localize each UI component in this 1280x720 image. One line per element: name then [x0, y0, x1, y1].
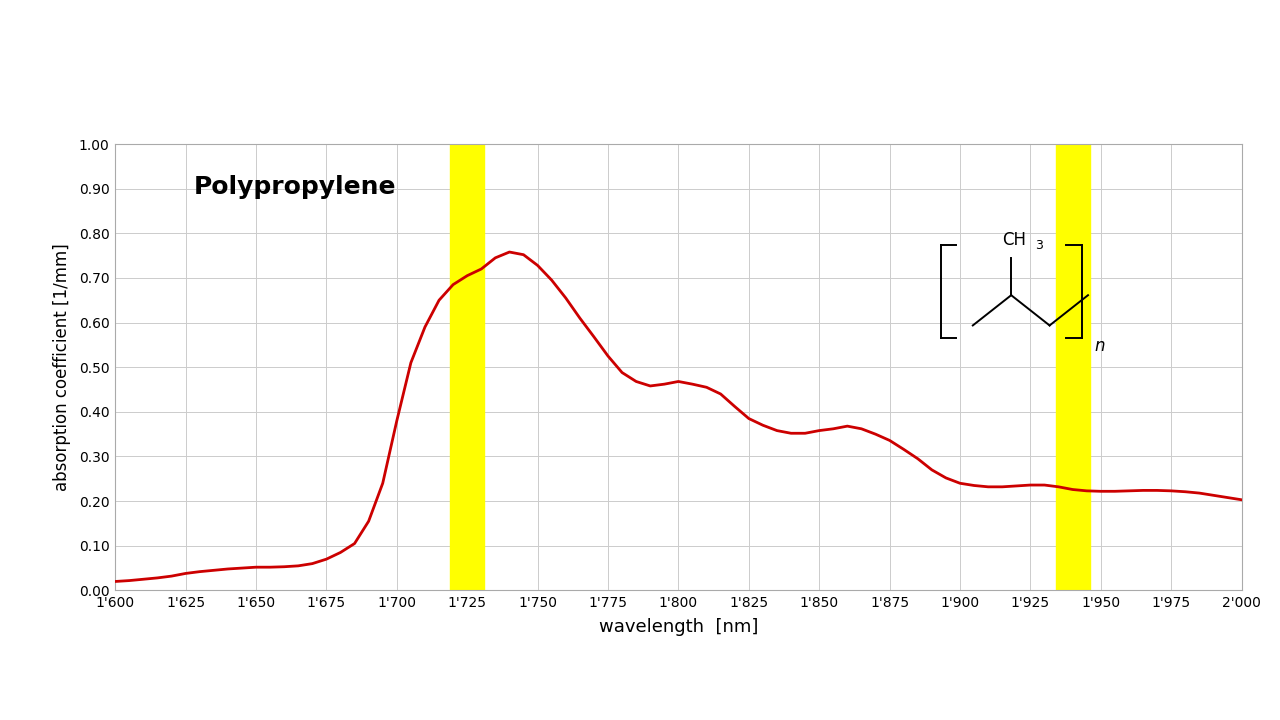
Y-axis label: absorption coefficient [1/mm]: absorption coefficient [1/mm] [52, 243, 70, 491]
Bar [1056, 144, 1089, 590]
Bar [451, 144, 484, 590]
Text: Polypropylene: Polypropylene [195, 175, 397, 199]
Text: CH: CH [1002, 231, 1025, 249]
Text: n: n [1094, 336, 1105, 354]
Text: 3: 3 [1036, 239, 1043, 252]
X-axis label: wavelength  [nm]: wavelength [nm] [599, 618, 758, 636]
